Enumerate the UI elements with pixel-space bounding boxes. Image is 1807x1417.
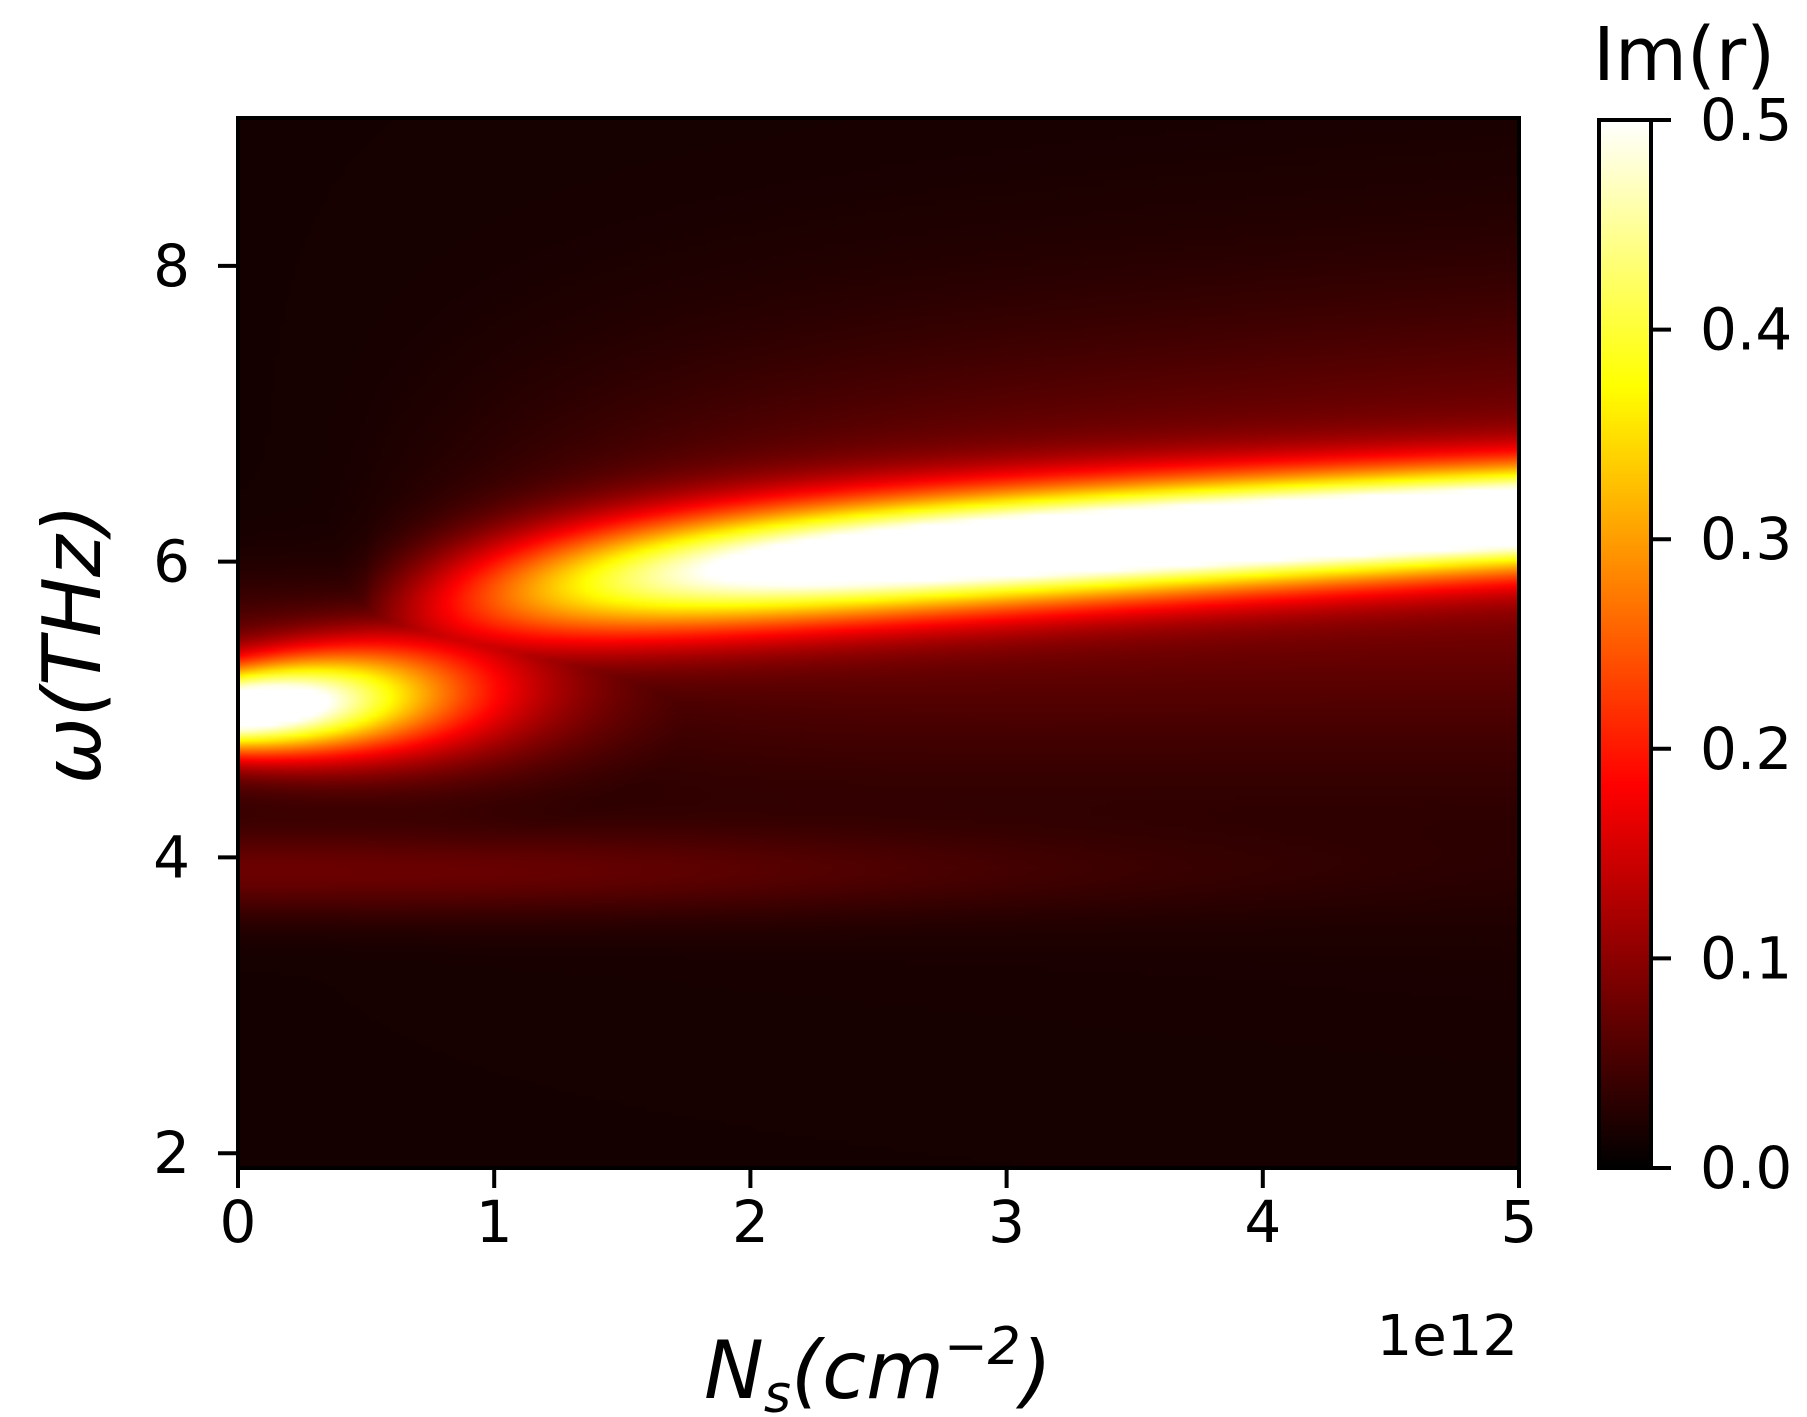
y-axis-ticks: 2 4 6 8 — [153, 232, 238, 1187]
colorbar: 0.0 0.1 0.2 0.3 0.4 0.5 Im(r) — [1593, 12, 1792, 1202]
colorbar-tick-label: 0.5 — [1700, 86, 1792, 154]
y-tick-label: 4 — [153, 823, 190, 891]
colorbar-title: Im(r) — [1593, 12, 1775, 98]
y-tick-label: 8 — [153, 232, 190, 300]
x-tick-label: 5 — [1501, 1188, 1538, 1256]
y-tick-label: 2 — [153, 1119, 190, 1187]
x-tick-label: 3 — [988, 1188, 1025, 1256]
colorbar-tick-label: 0.1 — [1700, 924, 1792, 992]
plot-area — [236, 116, 1521, 1170]
plot-frame — [236, 116, 1521, 1170]
colorbar-tick-label: 0.3 — [1700, 505, 1792, 573]
x-tick-label: 0 — [220, 1188, 257, 1256]
x-tick-label: 1 — [476, 1188, 513, 1256]
colorbar-tick-label: 0.4 — [1700, 296, 1792, 364]
y-tick-label: 6 — [153, 528, 190, 596]
colorbar-ticks: 0.0 0.1 0.2 0.3 0.4 0.5 — [1651, 86, 1792, 1202]
colorbar-tick-label: 0.0 — [1700, 1134, 1792, 1202]
colorbar-frame — [1597, 118, 1653, 1170]
x-axis-ticks: 0 1 2 3 4 5 — [220, 1168, 1538, 1256]
heatmap-image — [238, 118, 1519, 1168]
x-tick-label: 2 — [732, 1188, 769, 1256]
colorbar-tick-label: 0.2 — [1700, 715, 1792, 783]
x-tick-label: 4 — [1244, 1188, 1281, 1256]
x-offset-label: 1e12 — [1377, 1304, 1518, 1369]
colorbar-gradient — [1599, 120, 1651, 1168]
x-axis-title: Ns(cm−2) — [704, 1317, 1052, 1417]
y-axis-title: ω(THz) — [26, 504, 119, 784]
